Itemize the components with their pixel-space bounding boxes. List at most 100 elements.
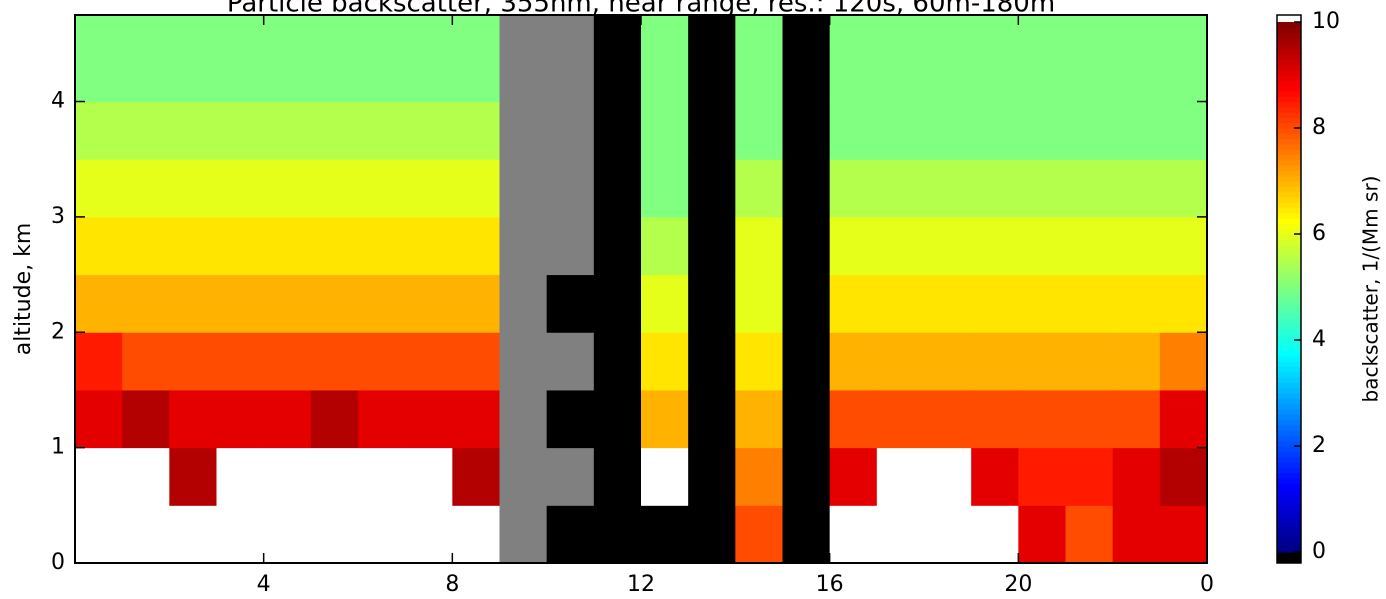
heatmap-cell: [782, 15, 831, 45]
heatmap-cell: [405, 15, 453, 45]
heatmap-cell: [1112, 43, 1161, 103]
heatmap-cell: [358, 216, 406, 276]
colorbar-swatch: [1277, 191, 1301, 198]
heatmap-cell: [924, 389, 972, 449]
heatmap-cell: [1018, 216, 1066, 276]
heatmap-cell: [405, 101, 453, 160]
heatmap-cell: [169, 15, 217, 45]
heatmap-cell: [216, 43, 265, 103]
heatmap-cell: [310, 332, 359, 391]
heatmap-cell: [829, 43, 878, 103]
heatmap-cell: [876, 505, 925, 564]
heatmap-cell: [358, 43, 406, 103]
heatmap-cell: [1065, 43, 1114, 103]
heatmap-cell: [641, 332, 689, 391]
colorbar-swatch: [1277, 122, 1301, 129]
heatmap-cell: [499, 43, 548, 103]
heatmap-cell: [688, 43, 736, 103]
colorbar-swatch: [1277, 456, 1301, 463]
heatmap-cell: [499, 505, 548, 564]
heatmap-cell: [735, 447, 783, 506]
heatmap-cell: [1065, 159, 1114, 218]
colorbar-swatch: [1277, 207, 1301, 214]
heatmap-cell: [1018, 274, 1066, 333]
heatmap-cell: [1159, 15, 1208, 45]
heatmap-cell: [641, 216, 689, 276]
heatmap-cell: [499, 447, 548, 506]
x-tick-label: 16: [816, 572, 844, 597]
heatmap-cell: [405, 43, 453, 103]
colorbar-swatch: [1277, 90, 1301, 97]
heatmap-cell: [829, 101, 878, 160]
heatmap-cell: [310, 216, 359, 276]
heatmap-cell: [1112, 447, 1161, 506]
heatmap-cell: [216, 447, 265, 506]
heatmap-cell: [452, 389, 500, 449]
heatmap-cell: [876, 159, 925, 218]
colorbar-swatch: [1277, 541, 1301, 548]
colorbar-swatch: [1277, 504, 1301, 511]
heatmap-cell: [75, 15, 123, 45]
heatmap-cell: [1065, 389, 1114, 449]
heatmap-cell: [593, 15, 642, 45]
heatmap-cell: [122, 505, 170, 564]
colorbar-swatch: [1277, 334, 1301, 341]
heatmap-cell: [452, 216, 500, 276]
colorbar-tick-label: 6: [1312, 221, 1326, 246]
heatmap-cell: [216, 505, 265, 564]
heatmap-cell: [688, 101, 736, 160]
colorbar-swatch: [1277, 287, 1301, 293]
colorbar-swatch: [1277, 297, 1301, 304]
heatmap-cell: [405, 505, 453, 564]
colorbar-swatch: [1277, 509, 1301, 516]
colorbar-swatch: [1277, 393, 1301, 399]
heatmap-cell: [499, 389, 548, 449]
heatmap-cell: [782, 101, 831, 160]
heatmap-cell: [641, 101, 689, 160]
heatmap-cell: [216, 15, 265, 45]
colorbar-swatch: [1277, 276, 1301, 283]
heatmap-cell: [735, 505, 783, 564]
heatmap-cell: [735, 332, 783, 391]
colorbar-tick-label: 10: [1312, 9, 1340, 34]
heatmap-cell: [452, 15, 500, 45]
colorbar-swatch: [1277, 366, 1301, 373]
colorbar-tick-label: 2: [1312, 433, 1326, 458]
heatmap-cell: [452, 159, 500, 218]
colorbar-swatch: [1277, 159, 1301, 166]
heatmap-cell: [1112, 101, 1161, 160]
heatmap-cell: [593, 389, 642, 449]
colorbar-swatch: [1277, 64, 1301, 71]
heatmap-cell: [1065, 101, 1114, 160]
heatmap-cell: [971, 15, 1019, 45]
heatmap-cell: [1018, 389, 1066, 449]
heatmap-cell: [735, 216, 783, 276]
colorbar-swatch: [1277, 37, 1301, 44]
y-tick-label: 0: [51, 550, 65, 575]
colorbar-swatch: [1277, 536, 1301, 542]
heatmap-cell: [1018, 505, 1066, 564]
heatmap-cell: [75, 43, 123, 103]
heatmap-cell: [452, 101, 500, 160]
heatmap-cell: [405, 274, 453, 333]
heatmap-cell: [876, 447, 925, 506]
heatmap-cell: [452, 274, 500, 333]
heatmap-cell: [499, 101, 548, 160]
colorbar-swatch: [1277, 398, 1301, 405]
colorbar-swatch: [1277, 488, 1301, 495]
heatmap-cell: [688, 332, 736, 391]
heatmap-cell: [216, 216, 265, 276]
x-tick-label: 12: [627, 572, 655, 597]
heatmap-cell: [971, 274, 1019, 333]
heatmap-cell: [924, 274, 972, 333]
colorbar-swatch: [1277, 106, 1301, 113]
heatmap-cell: [924, 447, 972, 506]
heatmap-cell: [782, 447, 831, 506]
heatmap-cell: [546, 15, 595, 45]
heatmap-cell: [358, 15, 406, 45]
heatmap-cell: [1065, 505, 1114, 564]
colorbar-swatch: [1277, 377, 1301, 383]
colorbar-swatch: [1277, 133, 1301, 140]
colorbar-swatch: [1277, 244, 1301, 251]
heatmap-cell: [971, 505, 1019, 564]
